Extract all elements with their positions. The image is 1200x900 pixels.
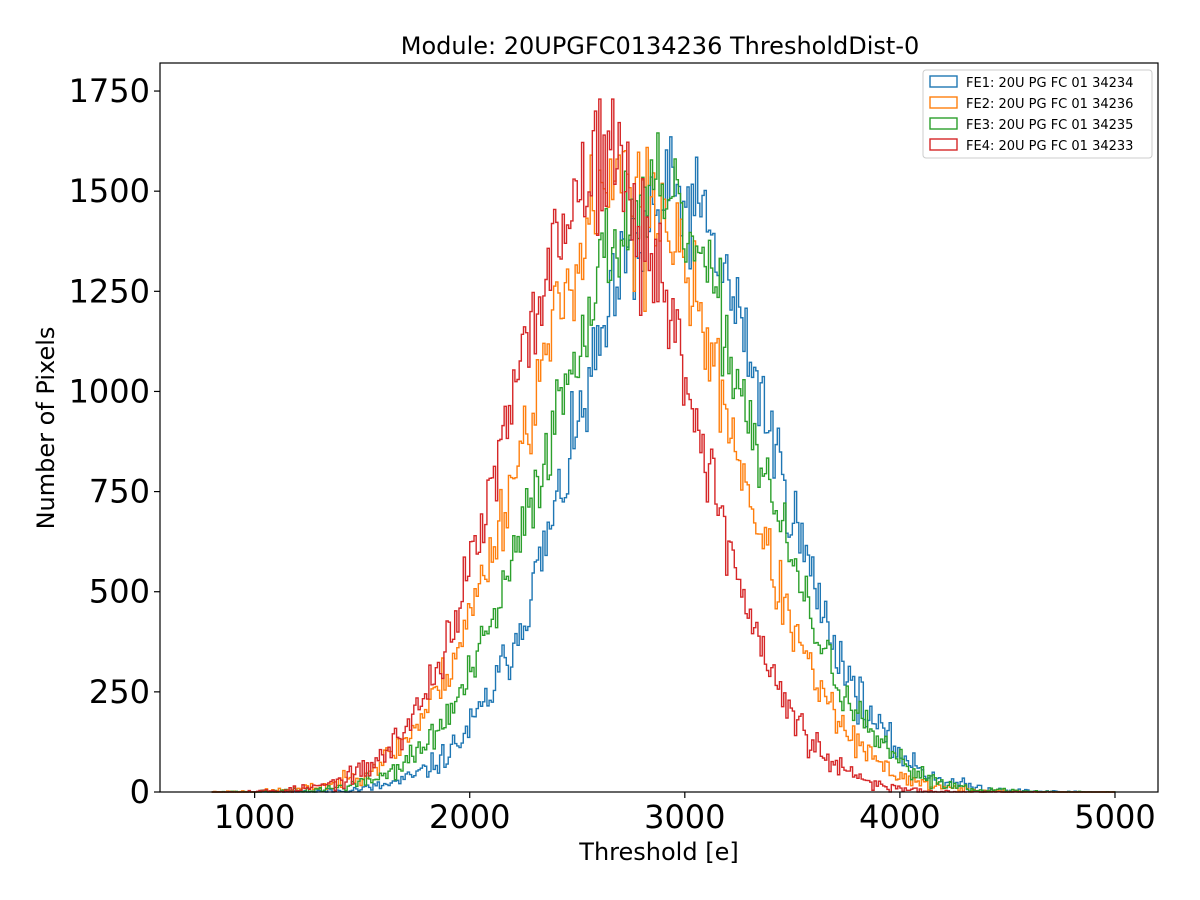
x-axis-ticks: 1000 2000 3000 4000 5000 <box>214 792 1156 836</box>
x-tick-label: 2000 <box>429 798 510 836</box>
x-tick-label: 4000 <box>859 798 940 836</box>
y-tick-label: 500 <box>89 573 150 611</box>
y-tick-label: 250 <box>89 673 150 711</box>
legend-swatch-fe3 <box>929 117 958 130</box>
x-axis-label: Threshold [e] <box>578 838 738 866</box>
legend-label-fe2: FE2: 20U PG FC 01 34236 <box>966 97 1133 112</box>
legend-box <box>922 69 1153 159</box>
x-tick-label: 3000 <box>644 798 725 836</box>
legend-label-fe1: FE1: 20U PG FC 01 34234 <box>966 76 1133 91</box>
series-line-fe1 <box>211 136 1115 793</box>
y-tick-label: 750 <box>89 473 150 511</box>
y-tick-label: 1750 <box>69 72 150 110</box>
series-line-fe3 <box>211 132 1116 793</box>
legend: FE1: 20U PG FC 01 34234 FE2: 20U PG FC 01… <box>922 69 1153 159</box>
legend-label-fe3: FE3: 20U PG FC 01 34235 <box>966 118 1133 133</box>
plot-frame <box>159 62 1159 793</box>
y-axis-label: Number of Pixels <box>32 327 60 530</box>
series-line-fe2 <box>211 146 1115 793</box>
y-tick-label: 1250 <box>69 272 150 310</box>
legend-swatch-fe2 <box>929 96 958 109</box>
x-tick-label: 5000 <box>1074 798 1155 836</box>
chart-title: Module: 20UPGFC0134236 ThresholdDist-0 <box>401 32 920 60</box>
series-layer <box>211 98 1116 793</box>
y-tick-label: 1500 <box>69 172 150 210</box>
legend-swatch-fe1 <box>929 75 958 88</box>
legend-swatch-fe4 <box>929 138 958 151</box>
y-tick-label: 1000 <box>69 372 150 410</box>
y-axis-ticks: 0 250 500 750 1000 1250 1500 1750 <box>69 72 160 811</box>
y-tick-label: 0 <box>130 773 150 811</box>
legend-label-fe4: FE4: 20U PG FC 01 34233 <box>966 139 1133 154</box>
series-line-fe4 <box>211 98 1115 793</box>
x-tick-label: 1000 <box>214 798 295 836</box>
